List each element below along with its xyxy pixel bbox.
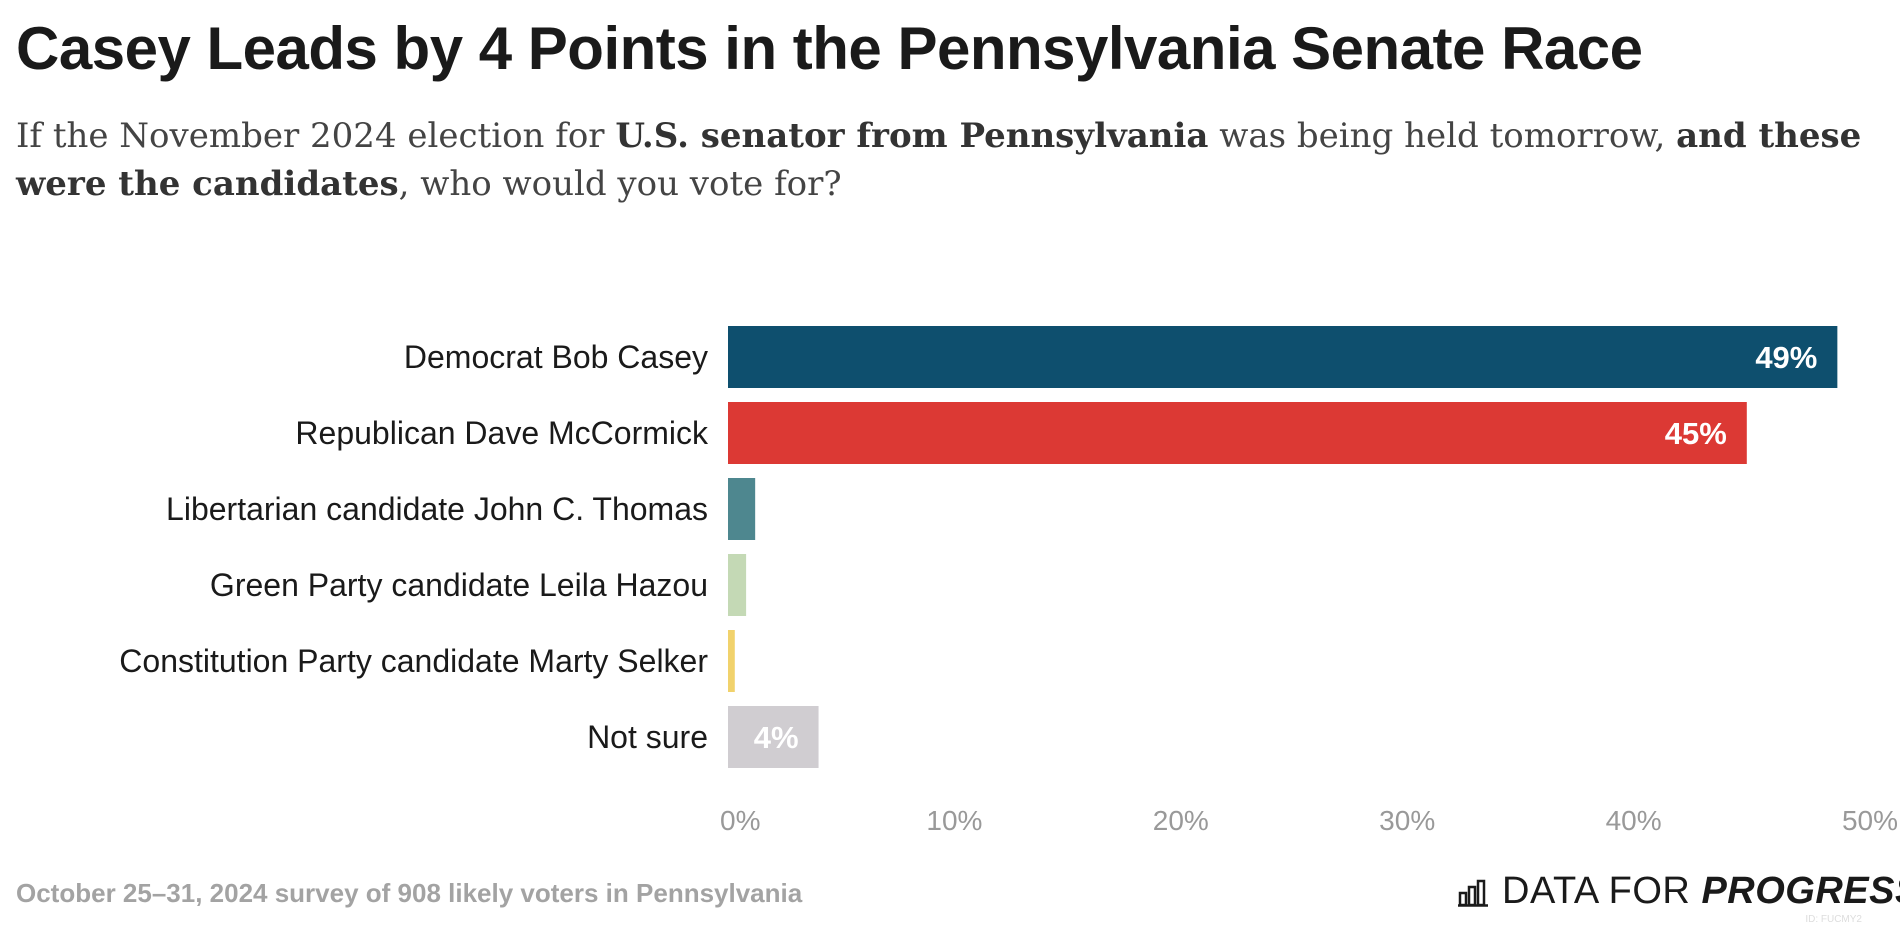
category-label: Libertarian candidate John C. Thomas xyxy=(166,491,708,527)
chart-subtitle: If the November 2024 election for U.S. s… xyxy=(16,112,1876,208)
survey-source-note: October 25–31, 2024 survey of 908 likely… xyxy=(16,878,803,908)
x-tick-label: 0% xyxy=(720,805,760,836)
category-label: Republican Dave McCormick xyxy=(295,415,709,451)
subtitle-emphasis-1: U.S. senator from Pennsylvania xyxy=(615,116,1209,156)
logo-text-plain: DATA FOR xyxy=(1502,870,1702,912)
logo-wordmark: DATA FOR PROGRESS xyxy=(1502,870,1900,913)
category-label: Not sure xyxy=(587,719,708,755)
bar xyxy=(728,326,1838,388)
category-label: Democrat Bob Casey xyxy=(404,339,708,375)
chart-title: Casey Leads by 4 Points in the Pennsylva… xyxy=(16,15,1643,82)
chart-id-code: ID: FUCMY2 xyxy=(1805,914,1862,925)
x-tick-label: 10% xyxy=(926,805,982,836)
subtitle-text-2: was being held tomorrow, xyxy=(1208,116,1677,156)
bar-chart: Democrat Bob Casey 49% Republican Dave McC… xyxy=(119,326,1898,836)
bar xyxy=(728,402,1747,464)
data-for-progress-logo: DATA FOR PROGRESS xyxy=(1458,870,1900,913)
data-label: 4% xyxy=(754,720,799,755)
x-tick-label: 40% xyxy=(1606,805,1662,836)
category-label: Constitution Party candidate Marty Selke… xyxy=(119,643,708,679)
bar-chart-logo-icon xyxy=(1458,879,1488,907)
x-tick-label: 50% xyxy=(1842,805,1898,836)
bar xyxy=(728,630,735,692)
bar xyxy=(728,706,819,768)
data-label: 45% xyxy=(1665,416,1727,451)
x-tick-label: 30% xyxy=(1379,805,1435,836)
bar xyxy=(728,478,756,540)
logo-text-bold: PROGRESS xyxy=(1701,870,1900,912)
bar xyxy=(728,554,747,616)
data-label: 49% xyxy=(1755,340,1817,375)
subtitle-text-1: If the November 2024 election for xyxy=(16,116,616,156)
subtitle-text-3: , who would you vote for? xyxy=(398,164,842,204)
subtitle-emphasis-2: and these were the candidates xyxy=(16,116,1862,204)
x-tick-label: 20% xyxy=(1153,805,1209,836)
category-label: Green Party candidate Leila Hazou xyxy=(210,567,708,603)
